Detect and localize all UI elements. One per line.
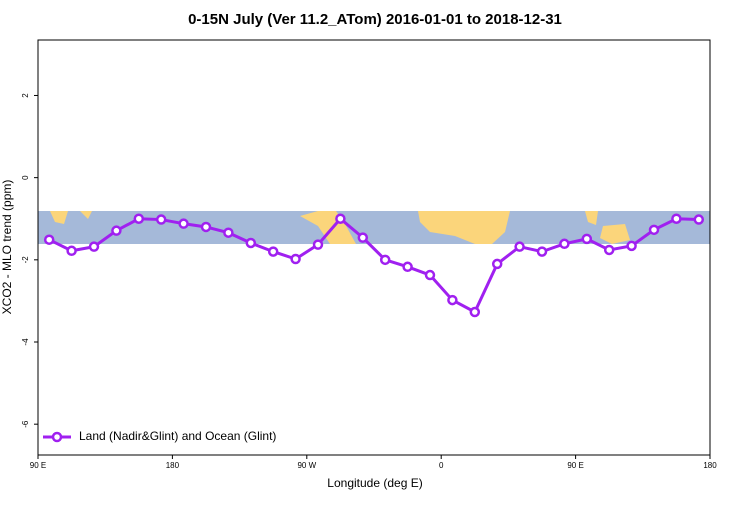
data-point [200,221,212,233]
land [600,224,630,244]
chart-title: 0-15N July (Ver 11.2_ATom) 2016-01-01 to… [188,11,562,28]
data-point [155,214,167,225]
data-point [88,241,100,252]
data-point [133,213,145,224]
data-point [626,240,637,252]
data-point [178,218,189,229]
data-point [424,269,436,281]
data-point [671,213,682,224]
data-point [335,213,346,224]
x-tick-label: 180 [166,461,180,470]
data-point [357,232,369,243]
y-axis-label: XCO2 - MLO trend (ppm) [0,180,14,315]
y-tick-label: 0 [21,175,30,180]
data-point [514,241,525,252]
data-point [66,245,77,257]
y-tick-label: -4 [21,338,30,346]
x-tick-label: 90 W [297,461,316,470]
data-point [693,214,705,225]
x-tick-label: 180 [703,461,717,470]
x-tick-label: 90 E [30,461,46,470]
ocean-band [38,211,710,244]
y-tick-label: -2 [21,256,30,264]
map-band [38,211,710,244]
data-point [223,227,234,238]
data-point [402,261,413,273]
x-axis-label: Longitude (deg E) [327,476,422,490]
legend-label: Land (Nadir&Glint) and Ocean (Glint) [79,429,276,443]
data-point [290,253,301,265]
data-point [491,258,503,270]
land [418,211,510,244]
data-point [469,306,481,318]
data-point [111,225,122,236]
plot-frame [37,39,711,456]
legend-marker [51,431,63,443]
x-tick-label: 0 [439,461,444,470]
data-point [267,246,279,257]
data-point [648,224,660,236]
land [50,211,68,224]
y-tick-label: 2 [21,93,30,98]
data-point [312,239,324,250]
data-point [581,233,593,245]
land [300,211,356,244]
land [80,211,92,219]
data-point [603,244,615,256]
y-tick-label: -6 [21,420,30,428]
x-tick-label: 90 E [567,461,583,470]
data-point [43,234,55,245]
data-point [245,237,257,249]
data-point [379,254,391,266]
data-point [447,294,458,306]
data-point [559,238,570,250]
land [585,211,598,225]
data-point [536,246,548,257]
